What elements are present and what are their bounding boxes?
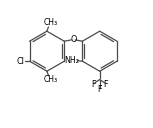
Text: NH₂: NH₂ (64, 56, 79, 65)
Text: O: O (70, 35, 76, 44)
Text: F: F (91, 80, 96, 89)
Text: Cl: Cl (16, 57, 24, 66)
Text: CH₃: CH₃ (43, 18, 58, 27)
Text: F: F (104, 80, 108, 89)
Text: CH₃: CH₃ (43, 76, 58, 84)
Text: F: F (97, 85, 102, 94)
